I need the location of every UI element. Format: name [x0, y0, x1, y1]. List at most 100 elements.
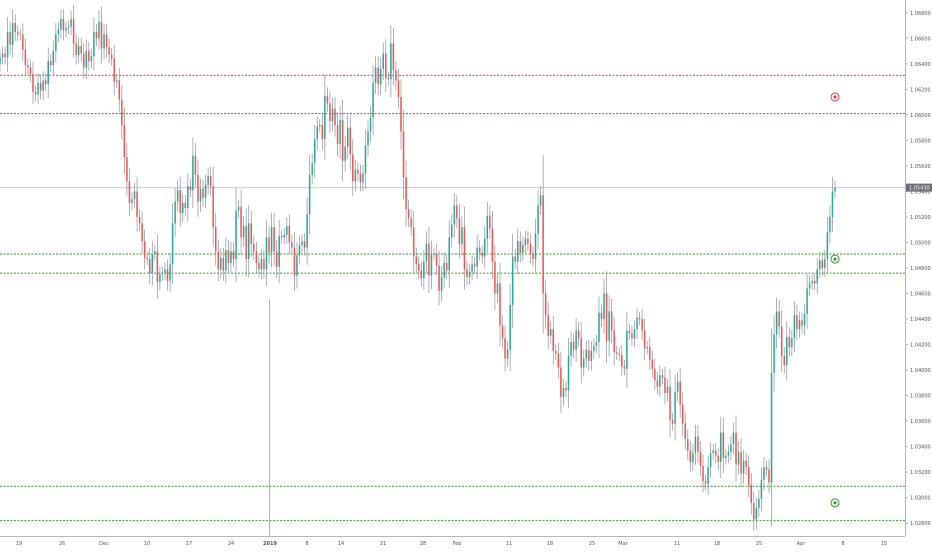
candle-body: [402, 131, 405, 178]
price-tick-label: 1.04600: [910, 292, 931, 298]
candle-body: [519, 241, 522, 253]
price-axis[interactable]: 1.06800 1.06600 1.06400 1.06200 1.06000 1.058…: [905, 0, 932, 536]
candle-body: [590, 350, 593, 362]
candle-body: [560, 367, 562, 397]
candle-body: [192, 155, 194, 191]
candle-body: [527, 238, 529, 244]
candle-body: [603, 293, 605, 320]
candle-body: [250, 223, 253, 244]
candle-body: [49, 61, 52, 66]
candle-body: [466, 269, 468, 277]
candle-body: [0, 57, 1, 64]
price-tick-label: 1.05000: [910, 240, 931, 246]
candle-body: [324, 95, 326, 140]
candle-body: [702, 465, 704, 482]
candle-body: [638, 317, 641, 320]
candle-body: [27, 65, 29, 68]
candle-body: [100, 21, 103, 49]
candle-body: [128, 181, 131, 203]
candle-body: [699, 451, 702, 466]
candle-body: [608, 311, 610, 341]
price-tick-label: 1.05400: [910, 189, 931, 195]
candle-body: [423, 261, 425, 279]
candle-body: [786, 336, 788, 365]
candle-body: [813, 280, 816, 284]
candle-body: [791, 338, 793, 348]
time-tick-label: 28: [420, 541, 426, 547]
candle-body: [522, 245, 524, 253]
candle-body: [316, 126, 319, 140]
candle-body: [542, 195, 544, 294]
candle-body: [237, 206, 240, 211]
candle-body: [636, 317, 638, 330]
candle-body: [646, 347, 648, 349]
candle-body: [763, 467, 765, 480]
candle-body: [664, 377, 666, 394]
candle-body: [768, 469, 770, 483]
candle-body: [4, 53, 6, 58]
candle-body: [258, 262, 260, 270]
candle-body: [453, 205, 456, 225]
candle-body: [126, 156, 128, 182]
candle-body: [433, 253, 435, 255]
time-axis[interactable]: 19 26 Dec 10 17 24 2019 8 14 21 28 Feb 11 18 25 Mar 11 18…: [0, 536, 905, 548]
candle-body: [506, 349, 509, 359]
candle-body: [613, 330, 615, 353]
candle-body: [133, 191, 136, 200]
candle-body: [580, 338, 582, 368]
candle-body: [570, 342, 572, 357]
candle-body: [161, 273, 164, 275]
candle-body: [704, 481, 707, 484]
candle-body: [390, 43, 392, 80]
candle-body: [565, 387, 567, 391]
candle-body: [263, 259, 265, 270]
candle-body: [468, 271, 471, 277]
candle-body: [418, 264, 420, 271]
candle-body: [291, 242, 293, 248]
candle-body: [85, 51, 88, 68]
candle-body: [278, 236, 280, 267]
candle-body: [605, 293, 608, 341]
candle-body: [681, 404, 684, 424]
candle-body: [176, 190, 179, 202]
candle-body: [773, 334, 775, 373]
candle-body: [242, 225, 245, 238]
current-price-label: 1.05430: [909, 186, 930, 192]
candle-body: [146, 257, 148, 260]
time-tick-label: 19: [16, 541, 22, 547]
candle-body: [357, 169, 359, 174]
time-tick-label: 8: [841, 541, 844, 547]
candle-body: [364, 145, 367, 174]
candle-body: [98, 21, 100, 39]
candle-body: [575, 330, 577, 350]
candle-body: [222, 257, 225, 271]
candle-body: [831, 191, 834, 217]
candle-body: [90, 56, 93, 62]
candle-body: [171, 223, 174, 265]
price-tick-label: 1.04800: [910, 266, 931, 272]
candle-body: [296, 255, 298, 276]
time-tick-label: Mar: [618, 541, 628, 547]
candle-body: [65, 28, 67, 31]
candles-layer: [0, 4, 836, 531]
candle-body: [610, 311, 613, 331]
candle-body: [656, 380, 659, 387]
candle-body: [499, 283, 501, 326]
candle-body: [676, 381, 679, 392]
candle-body: [52, 51, 55, 66]
candle-body: [9, 31, 11, 45]
candle-body: [273, 227, 275, 252]
time-tick-label: 2019: [263, 541, 277, 547]
price-tick-label: 1.03600: [910, 419, 931, 425]
candle-body: [654, 368, 656, 381]
candle-body: [742, 460, 745, 474]
candle-body: [684, 423, 687, 440]
candle-body: [187, 186, 189, 209]
candle-body: [689, 450, 692, 462]
candle-body: [806, 288, 808, 314]
candle-body: [166, 269, 169, 281]
candle-body: [811, 280, 813, 284]
candle-body: [212, 186, 214, 228]
